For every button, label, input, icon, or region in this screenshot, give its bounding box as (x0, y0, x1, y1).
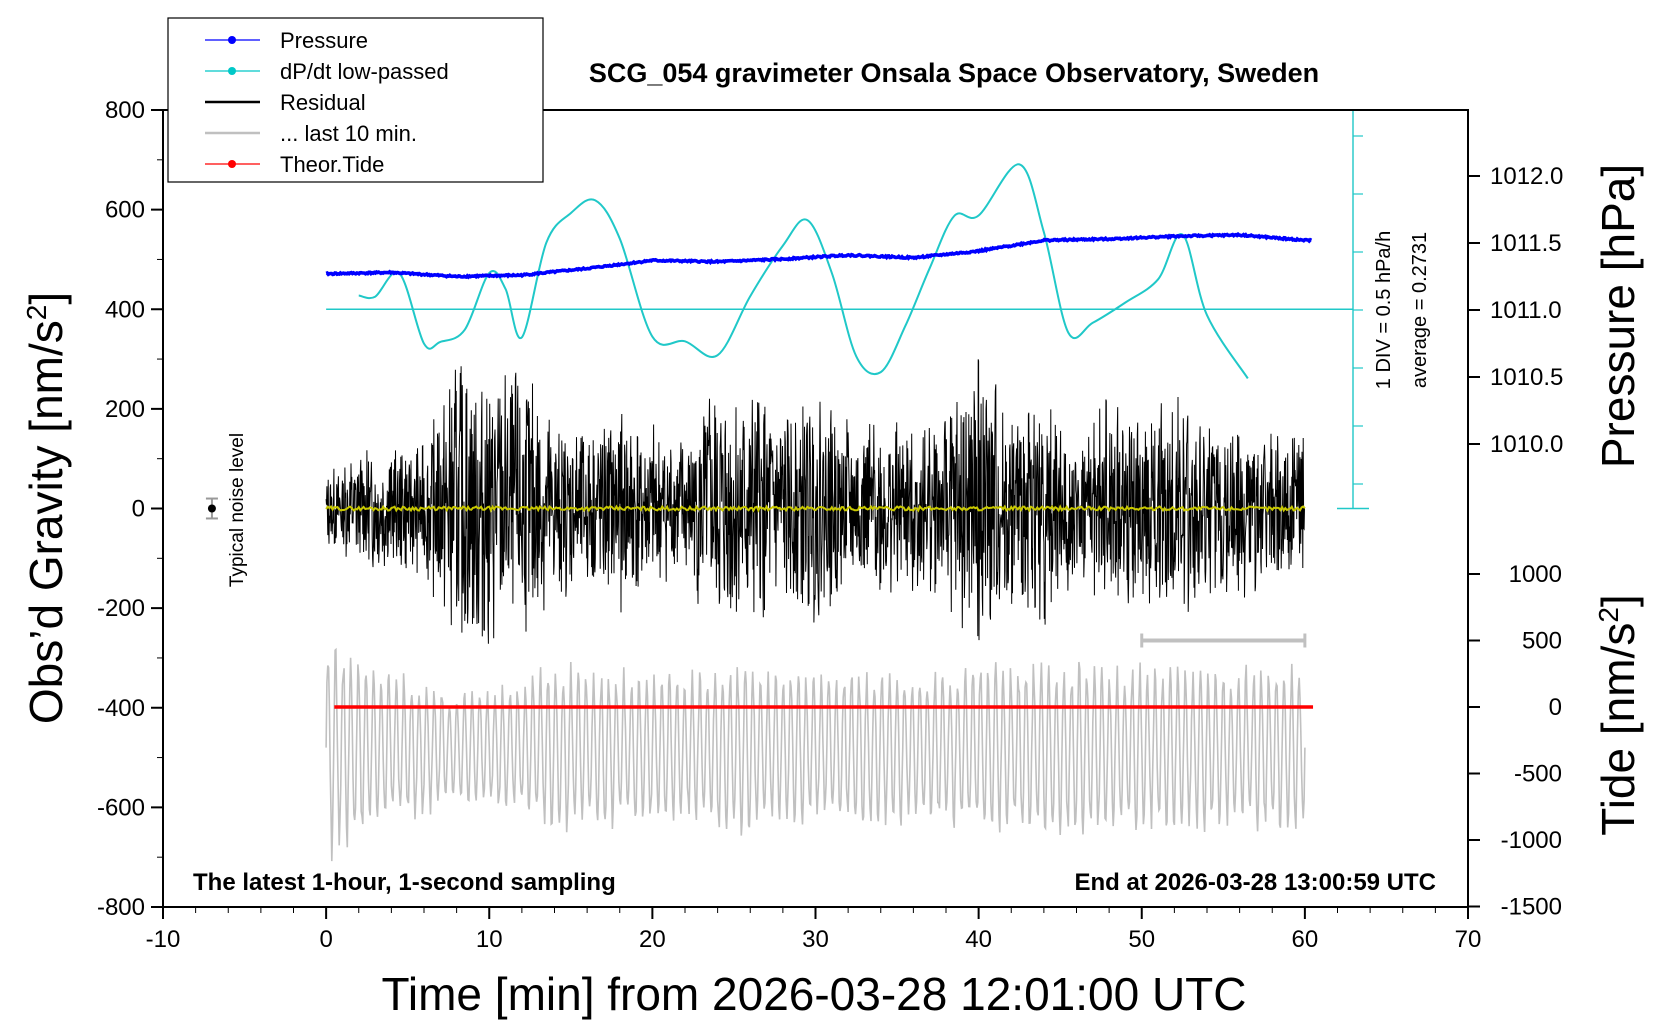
y-right-pressure-tick-label: 1012.0 (1490, 163, 1563, 190)
y-right-tide-label-end: ] (1592, 594, 1644, 607)
y-right-pressure-tick-label: 1010.0 (1490, 431, 1563, 458)
x-axis-label: Time [min] from 2026-03-28 12:01:00 UTC (382, 968, 1247, 1020)
y-right-pressure-label: Pressure [hPa] (1592, 164, 1644, 468)
y-right-pressure-tick-label: 1011.5 (1490, 230, 1562, 257)
y-right-tide-label: Tide [nm/s2] (1592, 594, 1644, 835)
residual-lowpass-line (325, 504, 1306, 513)
x-tick-label: 50 (1128, 926, 1155, 953)
y-right-tide-label-sup: 2 (1593, 607, 1624, 623)
legend-item-label: ... last 10 min. (280, 121, 417, 146)
last10-series-line (325, 647, 1306, 862)
y-right-tide-tick-label: 500 (1522, 628, 1562, 655)
y-left-label-main: Obs’d Gravity [nm/s (20, 320, 72, 724)
noise-level-label: Typical noise level (227, 433, 248, 587)
y-left-tick-label: 400 (105, 296, 145, 323)
x-tick-label: 40 (965, 926, 992, 953)
y-left-label-sup: 2 (21, 305, 52, 321)
dpdt-average-note: average = 0.2731 (1409, 232, 1431, 388)
legend-item-label: Residual (280, 90, 366, 115)
y-right-tide-tick-label: -1000 (1501, 827, 1562, 854)
legend-box (167, 17, 544, 183)
legend-item-label: Theor.Tide (280, 152, 384, 177)
y-left-tick-label: -200 (97, 595, 145, 622)
x-tick-label: -10 (146, 926, 181, 953)
y-left-label-end: ] (20, 292, 72, 305)
y-right-tide-tick-label: -500 (1514, 761, 1562, 788)
x-tick-label: 20 (639, 926, 666, 953)
y-right-pressure-tick-label: 1011.0 (1490, 297, 1562, 324)
y-right-tide-tick-label: -1500 (1501, 894, 1562, 921)
y-right-tide-tick-label: 1000 (1509, 561, 1562, 588)
footer-right-note: End at 2026-03-28 13:00:59 UTC (1075, 869, 1437, 896)
legend-swatch-marker (228, 160, 236, 168)
noise-level-point (207, 504, 216, 513)
x-tick-label: 60 (1292, 926, 1319, 953)
plot-layer (205, 109, 1369, 862)
y-left-tick-label: 800 (105, 97, 145, 124)
residual-series-line (325, 359, 1306, 644)
y-left-tick-label: -400 (97, 695, 145, 722)
legend: Pressure dP/dt low-passed Residual ... last… (167, 17, 544, 183)
legend-swatch-marker (228, 67, 236, 75)
legend-items: Pressure dP/dt low-passed Residual ... last… (205, 28, 449, 177)
x-tick-label: 30 (802, 926, 829, 953)
y-right-tide-tick-label: 0 (1549, 694, 1562, 721)
y-left-tick-label: 200 (105, 396, 145, 423)
x-tick-label: 70 (1455, 926, 1482, 953)
y-left-tick-label: 0 (132, 496, 145, 523)
dpdt-scale-note: 1 DIV = 0.5 hPa/h (1373, 231, 1395, 389)
pressure-series-line (325, 231, 1313, 280)
x-tick-label: 10 (476, 926, 503, 953)
axis-layer: -10 0 10 20 30 40 50 60 70 800 600 400 200 0 -200 -400 -… (97, 97, 1563, 953)
dpdt-series-line (358, 163, 1249, 379)
y-left-tick-label: -600 (97, 794, 145, 821)
y-left-tick-label: -800 (97, 894, 145, 921)
y-right-pressure-tick-label: 1010.5 (1490, 364, 1563, 391)
legend-item-label: dP/dt low-passed (280, 59, 449, 84)
legend-swatch-marker (228, 36, 236, 44)
footer-left-note: The latest 1-hour, 1-second sampling (193, 869, 616, 896)
x-tick-label: 0 (319, 926, 332, 953)
legend-item-label: Pressure (280, 28, 368, 53)
chart-title: SCG_054 gravimeter Onsala Space Observat… (589, 58, 1319, 88)
y-right-tide-label-main: Tide [nm/s (1592, 623, 1644, 836)
y-left-tick-label: 600 (105, 197, 145, 224)
y-left-axis-label: Obs’d Gravity [nm/s2] (20, 292, 72, 724)
